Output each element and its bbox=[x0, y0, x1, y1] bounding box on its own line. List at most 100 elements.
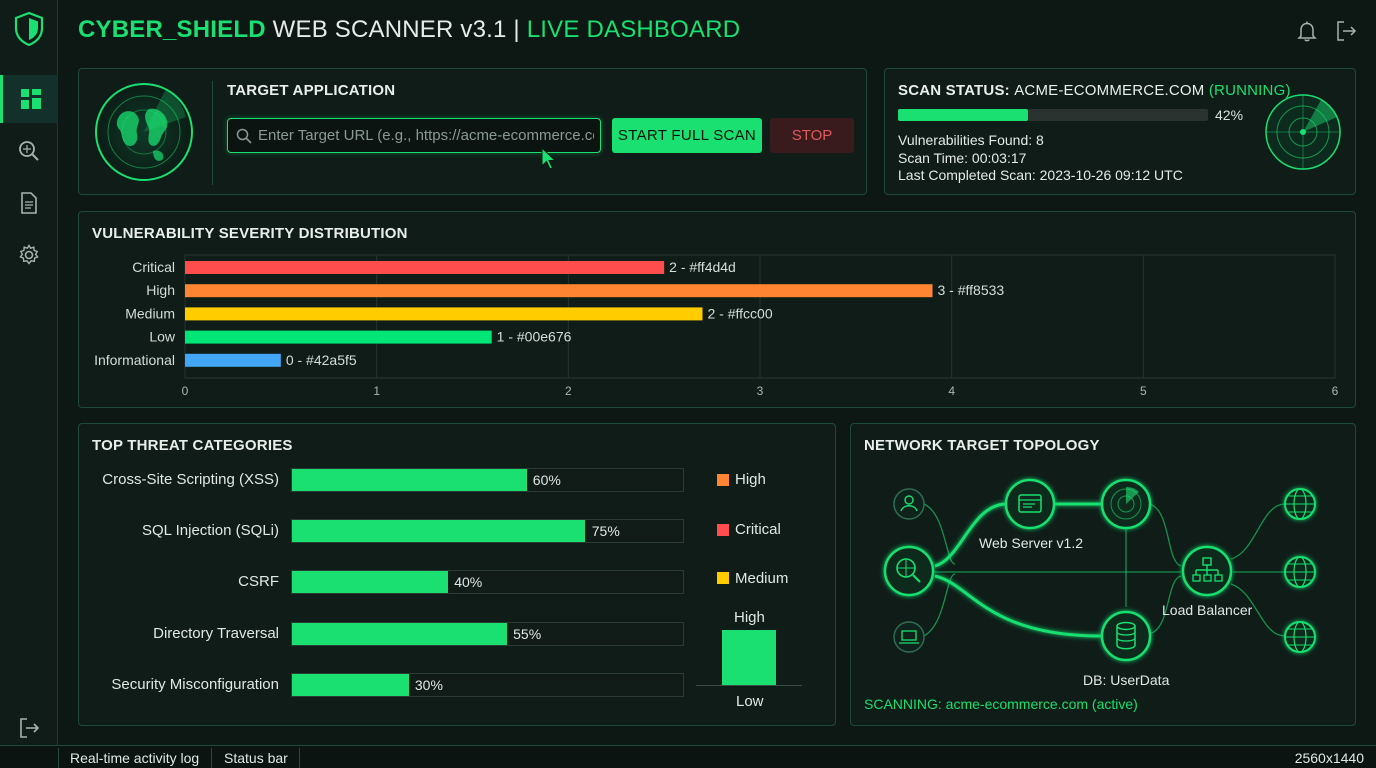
legend-swatch-medium bbox=[717, 572, 729, 584]
globe-node-1[interactable] bbox=[1284, 488, 1316, 520]
document-icon bbox=[21, 192, 37, 214]
threat-label: Security Misconfiguration bbox=[111, 676, 279, 693]
scan-status-prefix: SCAN STATUS: bbox=[898, 82, 1015, 99]
app-title: CYBER_SHIELD WEB SCANNER v3.1 | LIVE DAS… bbox=[78, 16, 740, 44]
x-tick-label: 5 bbox=[1140, 384, 1147, 398]
bell-icon[interactable] bbox=[1296, 20, 1318, 42]
globe-node-3[interactable] bbox=[1284, 621, 1316, 653]
network-topology-panel: NETWORK TARGET TOPOLOGY bbox=[850, 423, 1356, 726]
category-label: Informational bbox=[94, 352, 175, 368]
threat-percent: 40% bbox=[454, 574, 483, 590]
target-title: TARGET APPLICATION bbox=[227, 82, 396, 99]
target-panel: TARGET APPLICATION START FULL SCAN STOP bbox=[78, 68, 867, 195]
category-label: High bbox=[146, 282, 175, 298]
scan-search-icon bbox=[19, 141, 39, 161]
panel-divider bbox=[212, 81, 213, 185]
app-brand: CYBER_SHIELD bbox=[78, 16, 266, 43]
bar-critical bbox=[185, 261, 665, 274]
gear-icon bbox=[19, 244, 39, 265]
scan-time: Scan Time: 00:03:17 bbox=[898, 150, 1027, 166]
threat-bar-track bbox=[291, 570, 684, 594]
scale-bar bbox=[722, 630, 776, 685]
footer-separator bbox=[58, 748, 59, 768]
scan-status-panel: SCAN STATUS: ACME-ECOMMERCE.COM (RUNNING… bbox=[884, 68, 1356, 195]
app-title-mid: WEB SCANNER v3.1 | bbox=[265, 16, 527, 43]
last-completed-scan: Last Completed Scan: 2023-10-26 09:12 UT… bbox=[898, 167, 1183, 183]
stop-scan-button[interactable]: STOP bbox=[770, 118, 854, 153]
scale-baseline bbox=[696, 685, 802, 686]
grid-icon bbox=[20, 89, 41, 109]
legend-medium: Medium bbox=[735, 570, 789, 587]
radar-node[interactable] bbox=[1100, 478, 1152, 530]
severity-bar-chart: 0 1 2 3 4 5 6 Critical 2 - #ff4d4d High 3 - #ff853… bbox=[94, 254, 1339, 398]
data-label: 0 - #42a5f5 bbox=[286, 352, 357, 368]
scanning-status: SCANNING: acme-ecommerce.com (active) bbox=[864, 696, 1138, 712]
topology-diagram bbox=[883, 478, 1316, 662]
x-tick-label: 6 bbox=[1332, 384, 1339, 398]
scan-status-state: (RUNNING) bbox=[1208, 82, 1291, 99]
radar-icon bbox=[1265, 94, 1341, 170]
threat-label: SQL Injection (SQLi) bbox=[142, 522, 279, 539]
status-bar-tab[interactable]: Status bar bbox=[224, 750, 288, 766]
web-server-label: Web Server v1.2 bbox=[979, 535, 1084, 551]
category-label: Medium bbox=[125, 305, 175, 321]
threat-percent: 55% bbox=[513, 626, 542, 642]
start-full-scan-button[interactable]: START FULL SCAN bbox=[612, 118, 762, 153]
laptop-node[interactable] bbox=[893, 621, 925, 653]
resolution-readout: 2560x1440 bbox=[1294, 750, 1364, 766]
scan-progress-label: 42% bbox=[1215, 107, 1244, 123]
app-title-live: LIVE DASHBOARD bbox=[526, 16, 741, 43]
load-balancer-node[interactable] bbox=[1181, 545, 1233, 597]
sidebar-logout-button[interactable] bbox=[0, 704, 58, 752]
legend-swatch-high bbox=[717, 474, 729, 486]
data-label: 2 - #ffcc00 bbox=[708, 305, 773, 321]
topology-active-links bbox=[934, 502, 1102, 638]
data-label: 2 - #ff4d4d bbox=[669, 259, 736, 275]
target-url-field[interactable] bbox=[227, 118, 601, 153]
target-url-input[interactable] bbox=[258, 119, 594, 152]
user-node[interactable] bbox=[893, 488, 925, 520]
bar-low bbox=[185, 330, 492, 344]
shield-icon bbox=[14, 12, 44, 46]
sidebar-item-settings[interactable] bbox=[0, 231, 58, 279]
logout-icon[interactable] bbox=[1335, 20, 1357, 42]
web-server-node[interactable] bbox=[1004, 478, 1056, 530]
database-label: DB: UserData bbox=[1083, 672, 1170, 688]
scan-progress-fill bbox=[898, 109, 1029, 121]
mouse-cursor-icon bbox=[541, 147, 557, 170]
threat-bar-fill bbox=[292, 623, 508, 645]
sidebar-item-dashboard[interactable] bbox=[0, 75, 58, 123]
legend-critical: Critical bbox=[735, 521, 781, 538]
bar-high bbox=[185, 284, 933, 298]
footer-separator bbox=[211, 748, 212, 768]
threat-bar-fill bbox=[292, 469, 527, 491]
threat-percent: 60% bbox=[532, 472, 561, 488]
x-tick-label: 0 bbox=[182, 384, 189, 398]
search-icon bbox=[236, 128, 252, 144]
topology-links bbox=[923, 503, 1286, 637]
bar-informational bbox=[185, 353, 281, 367]
threat-label: Directory Traversal bbox=[153, 625, 279, 642]
database-node[interactable] bbox=[1100, 610, 1152, 662]
scale-high-label: High bbox=[734, 609, 765, 626]
topology-title: NETWORK TARGET TOPOLOGY bbox=[864, 437, 1100, 454]
scanner-node[interactable] bbox=[883, 545, 935, 597]
threat-percent: 75% bbox=[591, 523, 620, 539]
bar-medium bbox=[185, 307, 703, 321]
data-label: 3 - #ff8533 bbox=[938, 282, 1005, 298]
threat-bar-track bbox=[291, 468, 684, 492]
sidebar-item-scan[interactable] bbox=[0, 127, 58, 175]
threat-bar-fill bbox=[292, 520, 586, 542]
threat-categories-title: TOP THREAT CATEGORIES bbox=[92, 437, 293, 454]
activity-log-tab[interactable]: Real-time activity log bbox=[70, 750, 200, 766]
scan-status-target: ACME-ECOMMERCE.COM bbox=[1014, 82, 1209, 99]
category-label: Low bbox=[149, 329, 176, 345]
legend-swatch-critical bbox=[717, 524, 729, 536]
footer-separator bbox=[299, 748, 300, 768]
severity-chart-panel: VULNERABILITY SEVERITY DISTRIBUTION 0 1 2 3… bbox=[78, 211, 1356, 408]
globe-node-2[interactable] bbox=[1284, 556, 1316, 588]
sidebar bbox=[0, 0, 58, 745]
sidebar-item-reports[interactable] bbox=[0, 179, 58, 227]
x-tick-label: 3 bbox=[757, 384, 764, 398]
x-tick-label: 2 bbox=[565, 384, 572, 398]
